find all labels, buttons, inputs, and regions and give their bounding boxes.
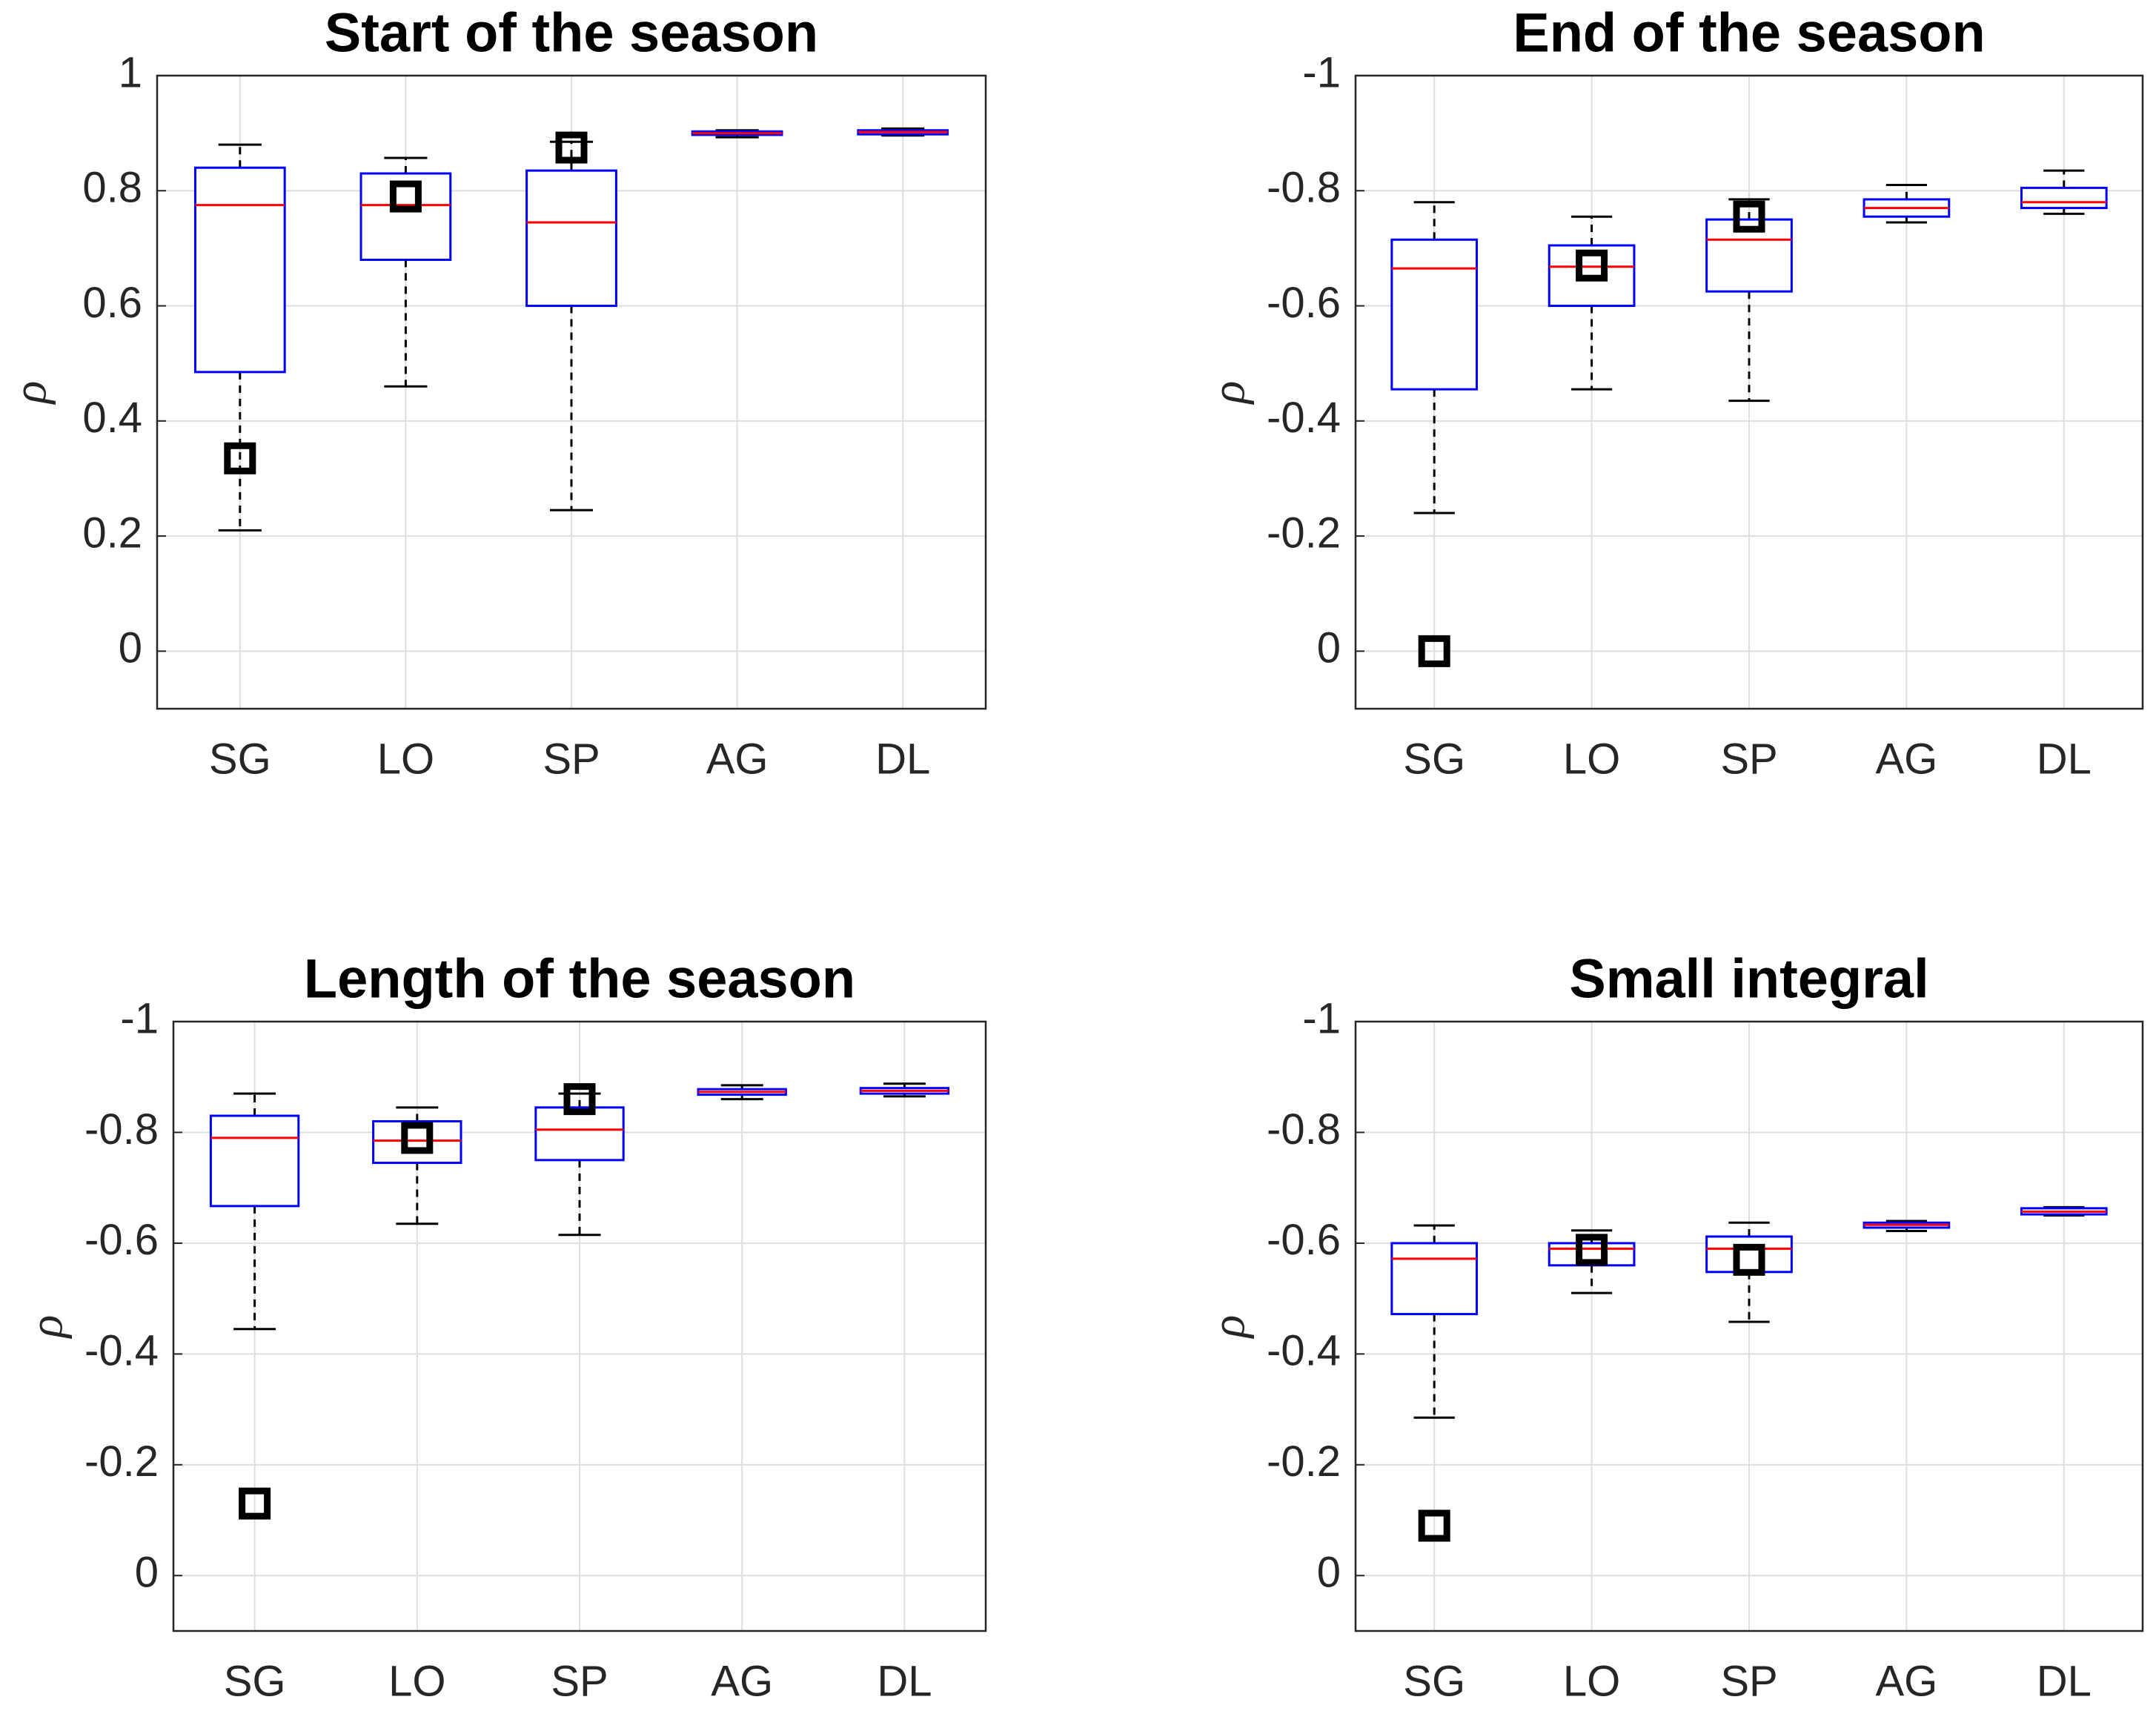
axes-frame [1354,74,2144,710]
x-tick-label: AG [706,735,769,783]
x-tick-label: AG [711,1657,773,1705]
y-tick-label: 0.4 [82,394,142,442]
box [193,166,286,374]
y-tick-label: -0.2 [1267,1437,1341,1486]
x-tick-label: AG [1875,735,1937,783]
y-tick-label: -0.8 [1267,164,1341,212]
x-tick-label: SG [1403,735,1465,783]
y-tick-label: 0 [1317,1549,1341,1597]
y-tick-label: 1 [119,48,142,96]
x-tick-label: LO [388,1657,445,1705]
box [534,1106,625,1162]
axes-frame [1354,1020,2144,1632]
x-tick-label: AG [1875,1657,1937,1705]
y-tick-label: -0.2 [84,1437,159,1486]
x-tick-label: LO [1563,1657,1620,1705]
x-tick-label: SP [1720,1657,1777,1705]
y-tick-label: 0.6 [82,279,142,327]
marker [1576,1234,1608,1266]
y-tick-label: -0.4 [1267,394,1341,442]
x-tick-label: SG [209,735,271,783]
y-tick-label: -1 [1302,48,1341,96]
box [1705,1235,1793,1274]
x-tick-label: DL [877,1657,932,1705]
y-tick-label: -0.2 [1267,509,1341,557]
y-tick-label: -0.6 [84,1216,159,1264]
subplot: 0 0.2 0.4 0.6 0.8 1 SG LO SP AG DL Start of the sea… [4,2,987,783]
y-tick-label: -0.4 [84,1327,159,1375]
x-tick-label: LO [377,735,434,783]
marker [239,1487,271,1520]
axes-frame [156,74,987,710]
box [209,1114,300,1208]
x-tick-label: DL [875,735,930,783]
x-tick-label: SG [1403,1657,1465,1705]
y-axis-label: ρ [4,381,56,406]
marker [401,1122,434,1154]
y-tick-label: -0.6 [1267,1216,1341,1264]
y-axis-label: ρ [1202,381,1255,406]
y-tick-label: -0.4 [1267,1327,1341,1375]
y-tick-label: 0 [135,1549,159,1597]
chart-title: Start of the season [325,2,818,64]
x-tick-label: SP [543,735,600,783]
x-tick-label: DL [2037,1657,2092,1705]
y-tick-label: 0 [1317,624,1341,672]
box [372,1120,462,1165]
marker [1418,1509,1450,1542]
marker [563,1083,596,1116]
box [525,169,617,308]
marker [555,131,588,164]
axes-frame [172,1020,987,1632]
chart-title: End of the season [1513,2,1985,64]
box [2020,186,2108,210]
y-axis-label: ρ [1202,1315,1255,1340]
marker [1576,249,1608,282]
chart-title: Length of the season [304,948,855,1010]
x-tick-label: SP [1720,735,1777,783]
y-tick-label: -0.6 [1267,279,1341,327]
y-tick-label: -0.8 [1267,1105,1341,1154]
x-tick-label: DL [2037,735,2092,783]
subplot: -1 -0.8 -0.6 -0.4 -0.2 0 SG LO SP AG DL Small integ… [1202,948,2144,1705]
marker [1733,200,1765,233]
box [359,172,452,261]
y-tick-label: -1 [120,994,159,1042]
y-tick-label: 0.2 [82,509,142,557]
subplot: -1 -0.8 -0.6 -0.4 -0.2 0 SG LO SP AG DL Length of t… [20,948,987,1705]
subplot: -1 -0.8 -0.6 -0.4 -0.2 0 SG LO SP AG DL End of the … [1202,2,2144,783]
marker [1418,635,1450,667]
x-tick-label: SP [551,1657,608,1705]
y-tick-label: -1 [1302,994,1341,1042]
box [1390,1242,1479,1316]
y-tick-label: 0.8 [82,164,142,212]
x-tick-label: SG [224,1657,286,1705]
marker [389,180,422,213]
chart-title: Small integral [1569,948,1928,1010]
marker [1733,1243,1765,1276]
y-axis-label: ρ [20,1315,73,1340]
x-tick-label: LO [1563,735,1620,783]
marker [224,442,256,474]
y-tick-label: -0.8 [84,1105,159,1154]
y-tick-label: 0 [119,624,142,672]
box [1390,238,1479,391]
